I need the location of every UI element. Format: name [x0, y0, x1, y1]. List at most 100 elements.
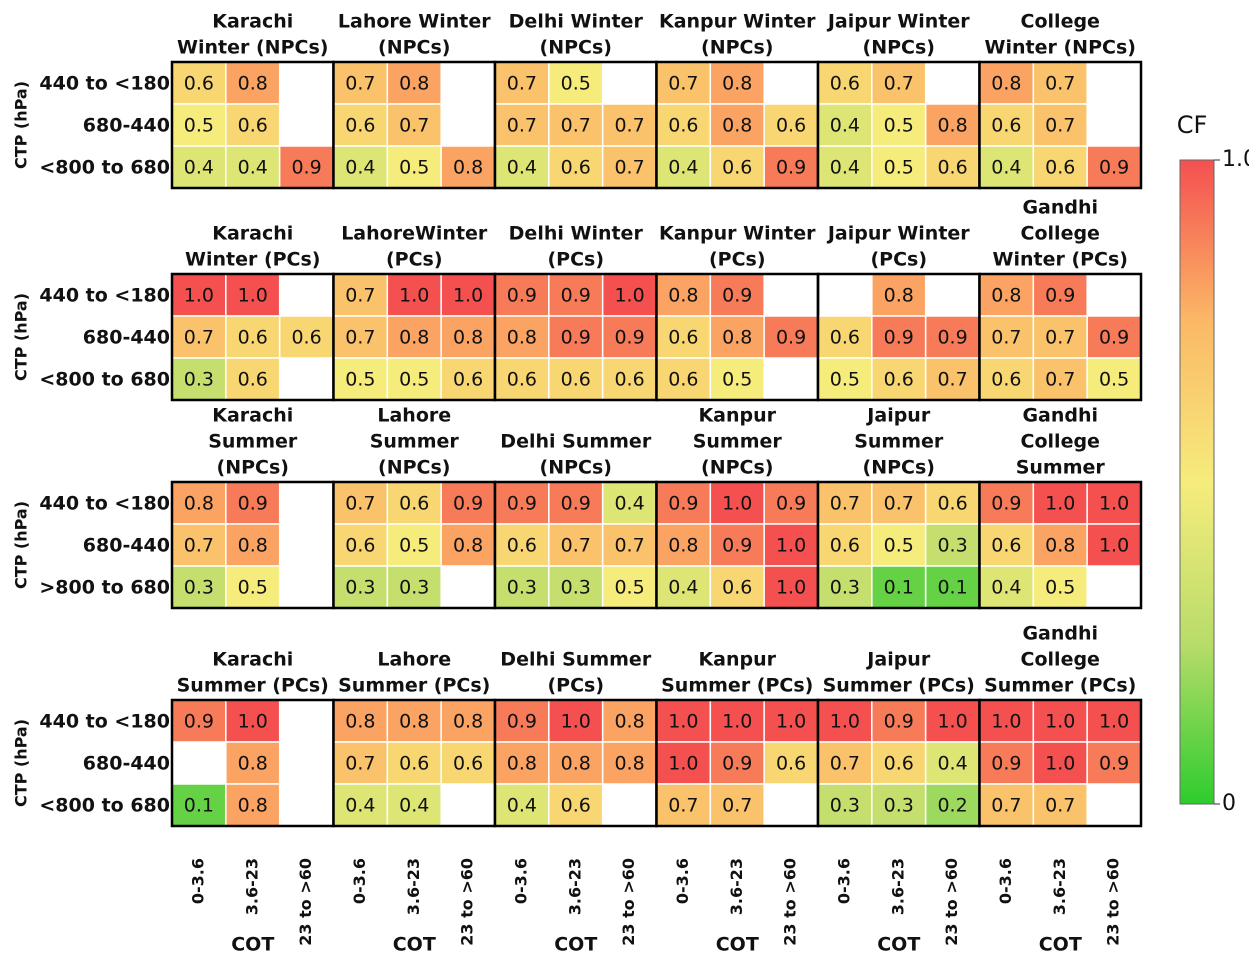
heatmap-cell: [225, 273, 281, 317]
cell-label: 0.7: [345, 73, 375, 95]
colorbar-tick-label: 1.0: [1222, 147, 1249, 172]
cell-label: 0.7: [1045, 795, 1075, 817]
cell-label: 0.6: [830, 535, 860, 557]
row-label: 440 to <180: [39, 493, 170, 515]
cell-label: 0.9: [238, 493, 268, 515]
x-tick-label: 3.6-23: [565, 858, 584, 915]
cell-label: 0.6: [453, 753, 483, 775]
cell-label: 1.0: [453, 285, 483, 307]
cell-label: 0.9: [937, 327, 967, 349]
cell-label: 0.5: [830, 369, 860, 391]
cell-label: 0.8: [238, 753, 268, 775]
colorbar: [1179, 159, 1215, 805]
cell-label: 0.6: [345, 115, 375, 137]
cell-label: 1.0: [561, 711, 591, 733]
cell-label: 0.8: [453, 711, 483, 733]
cell-label: 0.4: [399, 795, 429, 817]
x-tick-label: 23 to >60: [781, 858, 800, 946]
heatmap-cell: [924, 481, 981, 525]
cell-label: 0.5: [399, 535, 429, 557]
panel-title: (NPCs): [863, 457, 935, 479]
cell-label: 0.7: [1045, 327, 1075, 349]
heatmap-cell: [817, 481, 873, 525]
cell-label: 0.5: [238, 577, 268, 599]
cell-label: 0.5: [561, 73, 591, 95]
heatmap-cell: [225, 699, 281, 743]
panel-title: Summer (PCs): [823, 675, 975, 697]
heatmap-cell: [601, 523, 658, 567]
heatmap-cell: [924, 357, 981, 401]
x-tick-label: 3.6-23: [888, 858, 907, 915]
heatmap-cell: [601, 481, 658, 525]
row-label: 440 to <180: [39, 285, 170, 307]
cell-label: 0.4: [507, 795, 537, 817]
panel-title: (NPCs): [863, 37, 935, 59]
cell-label: 1.0: [1045, 711, 1075, 733]
cell-label: 0.6: [561, 795, 591, 817]
cell-label: 0.1: [184, 795, 214, 817]
panel-title: (NPCs): [217, 457, 289, 479]
panel-title: (PCs): [386, 249, 443, 271]
cell-label: 0.6: [561, 369, 591, 391]
cell-label: 0.6: [884, 369, 914, 391]
heatmap-cell: [871, 523, 927, 567]
y-axis-label: CTP (hPa): [12, 719, 31, 807]
cell-label: 0.9: [1099, 327, 1129, 349]
panel-border: [978, 60, 1143, 190]
cell-label: 0.5: [1045, 577, 1075, 599]
cell-label: 0.9: [184, 711, 214, 733]
cell-label: 0.8: [722, 73, 752, 95]
heatmap-cell: [225, 565, 281, 609]
cell-label: 0.8: [453, 157, 483, 179]
heatmap-cell: [871, 315, 927, 359]
cell-label: 1.0: [399, 285, 429, 307]
heatmap-cell: [548, 481, 604, 525]
cell-label: 0.4: [238, 157, 268, 179]
cell-label: 0.9: [722, 753, 752, 775]
heatmap-cell: [978, 741, 1035, 785]
cell-label: 0.7: [1045, 73, 1075, 95]
cell-label: 0.5: [884, 535, 914, 557]
heatmap-cell: [709, 523, 765, 567]
colorbar-title: CF: [1177, 111, 1208, 139]
x-tick-label: 0-3.6: [350, 858, 369, 904]
heatmap-cell: [763, 315, 819, 359]
panel-title: Kanpur Winter: [659, 11, 816, 33]
cell-label: 0.8: [722, 327, 752, 349]
panel-title: Gandhi: [1022, 623, 1098, 645]
panel-title: Winter (PCs): [993, 249, 1129, 271]
cell-label: 0.5: [884, 115, 914, 137]
heatmap-cell: [494, 273, 550, 317]
heatmap-cell: [225, 741, 281, 785]
cell-label: 0.6: [399, 493, 429, 515]
y-axis-label: CTP (hPa): [12, 293, 31, 381]
panel-title: Delhi Summer: [500, 431, 652, 453]
cell-label: 0.9: [991, 493, 1021, 515]
panel-title: Delhi Winter: [509, 11, 644, 33]
cell-label: 0.5: [399, 157, 429, 179]
cell-label: 0.8: [238, 795, 268, 817]
cell-label: 1.0: [722, 711, 752, 733]
cell-label: 0.7: [1045, 369, 1075, 391]
cell-label: 0.6: [561, 157, 591, 179]
panel-title: (NPCs): [378, 37, 450, 59]
cell-label: 1.0: [1099, 493, 1129, 515]
heatmap-cell: [494, 103, 550, 147]
x-axis-label: COT: [231, 934, 274, 956]
panel-title: Karachi: [212, 11, 293, 33]
cell-label: 0.4: [830, 115, 860, 137]
cell-label: 0.7: [184, 327, 214, 349]
x-tick-label: 23 to >60: [296, 858, 315, 946]
row-label: 680-440: [83, 327, 170, 349]
cell-label: 0.8: [345, 711, 375, 733]
cell-label: 1.0: [1045, 753, 1075, 775]
panel-title: (NPCs): [540, 457, 612, 479]
cell-label: 0.6: [1045, 157, 1075, 179]
heatmap-cell: [655, 103, 712, 147]
heatmap-cell: [1032, 565, 1088, 609]
panel-title: Summer: [1016, 457, 1106, 479]
row-label: 680-440: [83, 753, 170, 775]
cell-label: 0.9: [776, 493, 806, 515]
cell-label: 0.4: [614, 493, 644, 515]
heatmap-cell: [386, 103, 442, 147]
